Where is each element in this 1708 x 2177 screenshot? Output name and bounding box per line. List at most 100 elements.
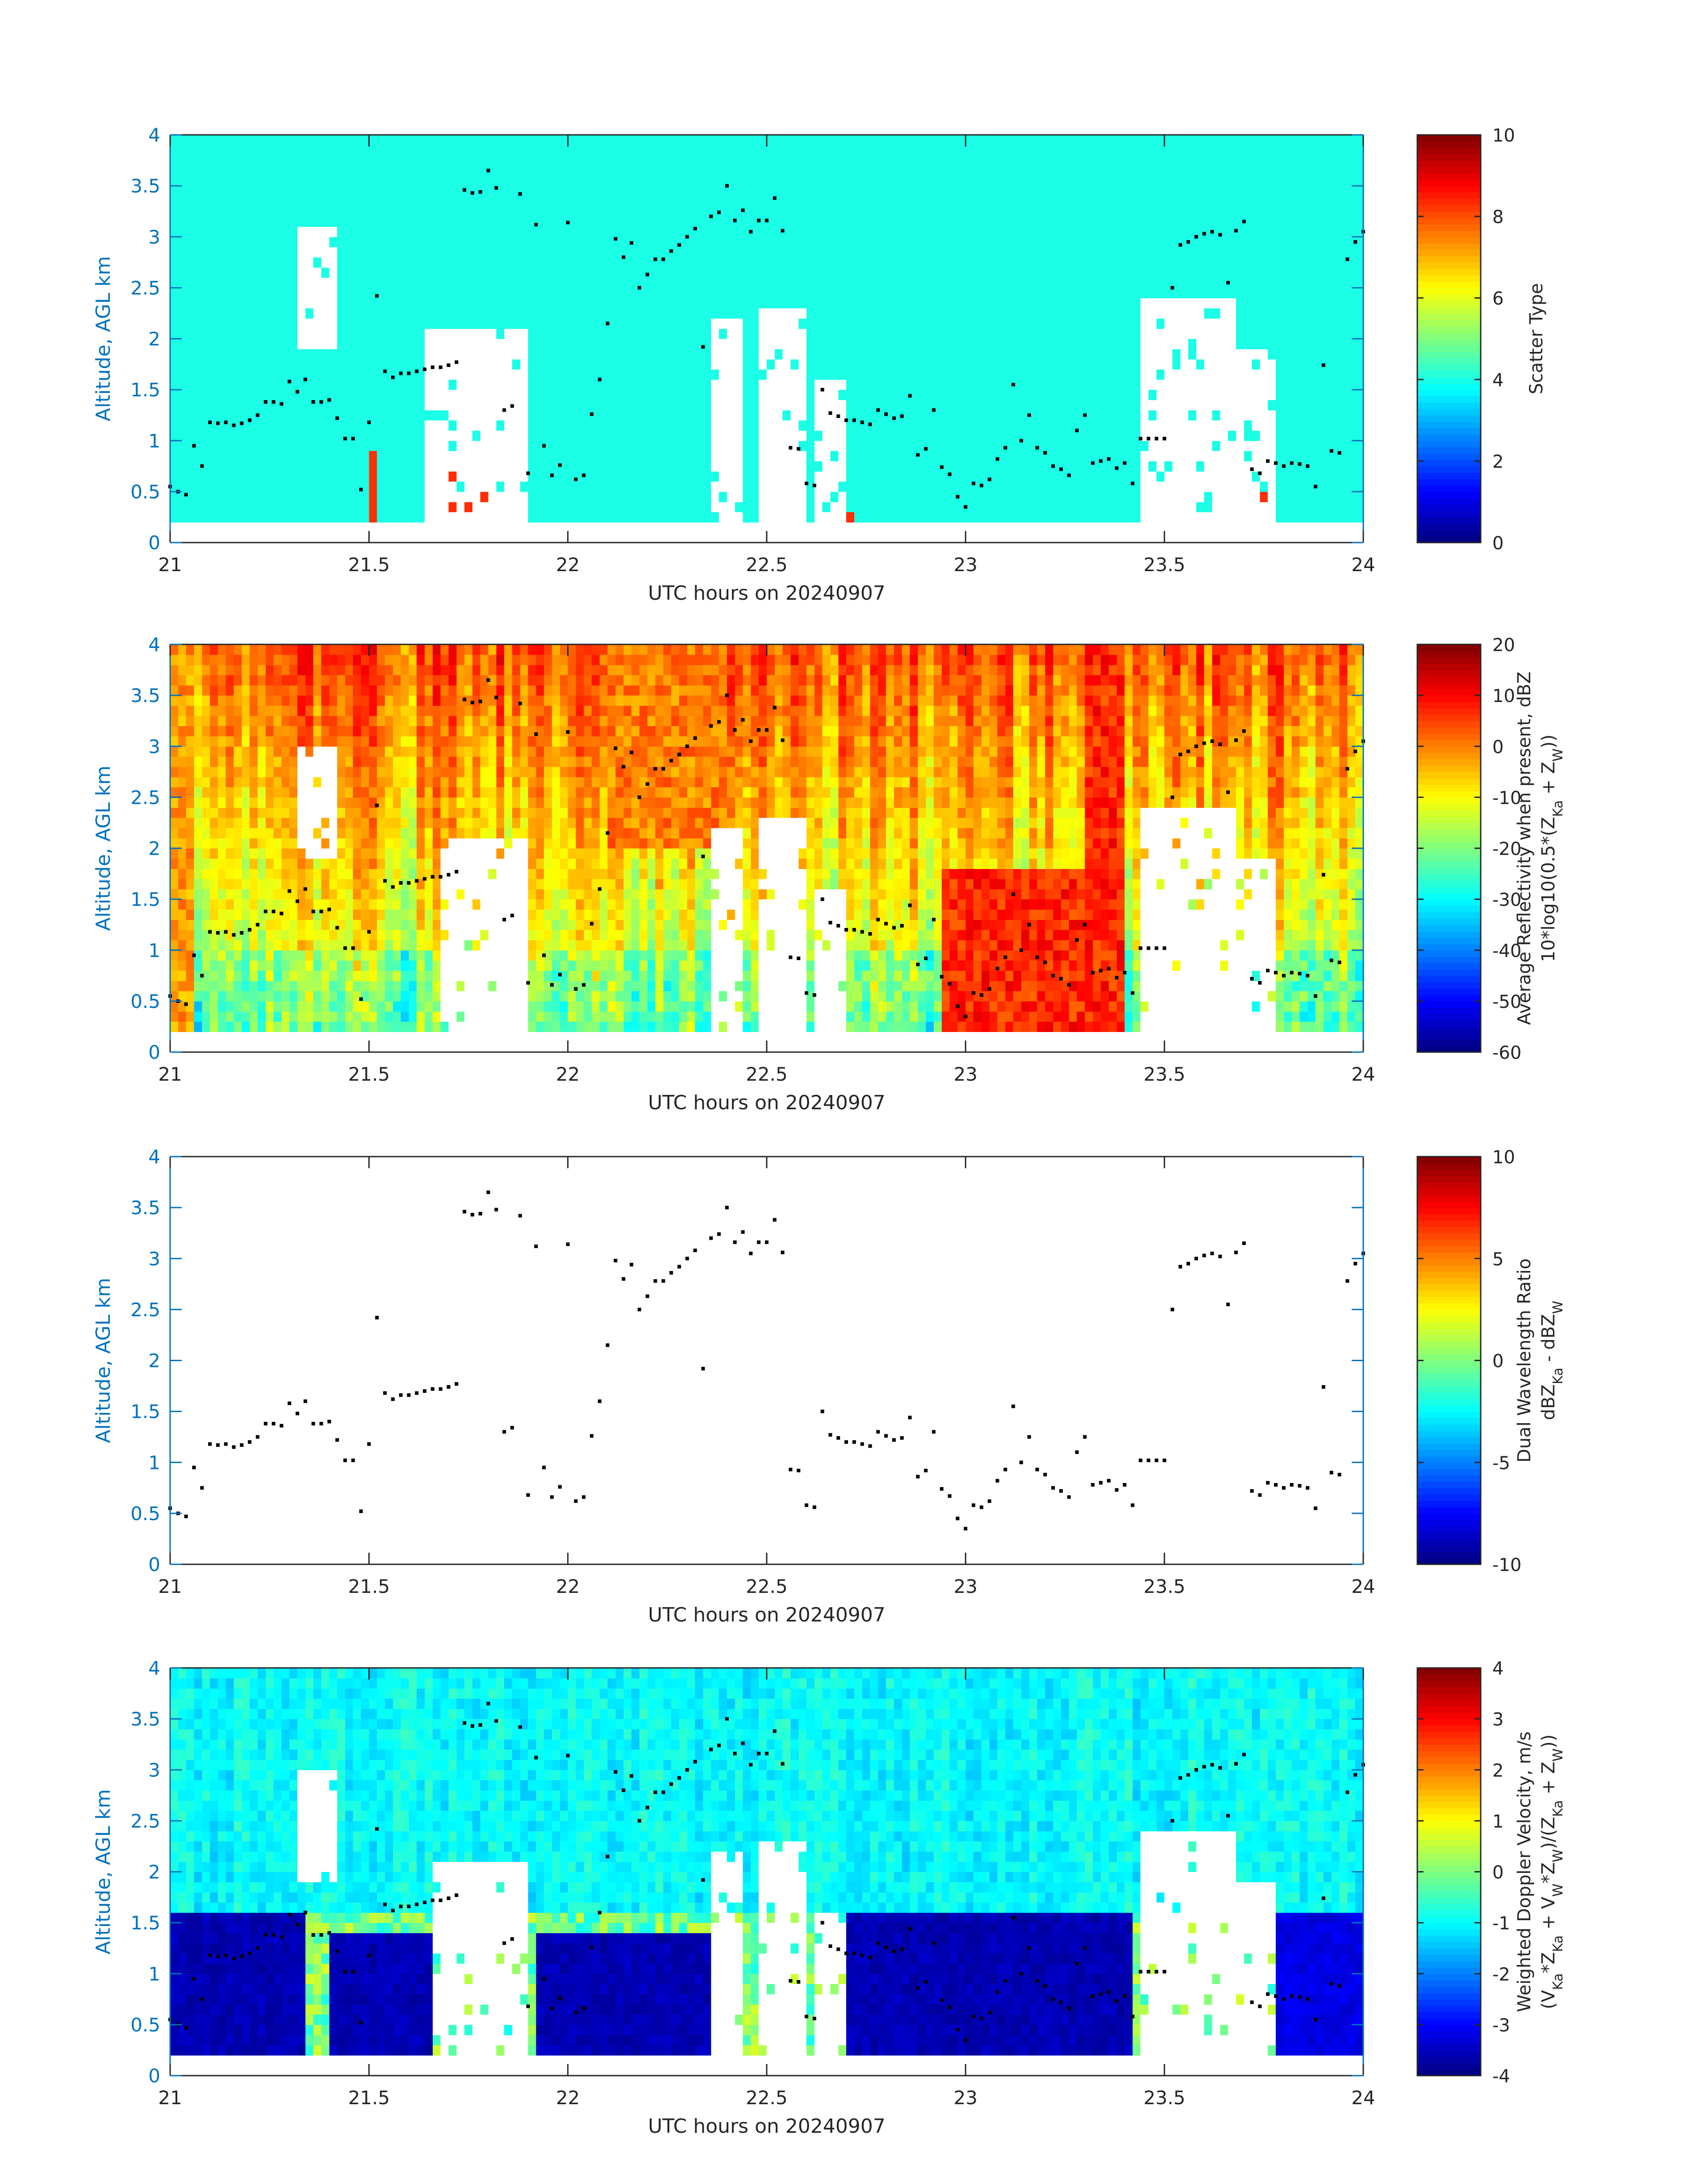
- heatmap-cell: [178, 389, 187, 401]
- heatmap-cell: [695, 277, 704, 288]
- heatmap-cell: [1140, 186, 1149, 196]
- heatmap-cell: [448, 237, 457, 247]
- heatmap-cell: [1013, 420, 1022, 431]
- heatmap-cell: [830, 257, 839, 268]
- heatmap-cell: [957, 461, 966, 472]
- heatmap-cell: [289, 318, 298, 329]
- heatmap-cell: [941, 471, 950, 482]
- heatmap-cell: [305, 237, 314, 247]
- heatmap-cell: [989, 226, 998, 237]
- heatmap-cell: [814, 481, 823, 492]
- heatmap-cell: [417, 308, 425, 319]
- heatmap-cell: [973, 267, 982, 278]
- heatmap-cell: [743, 175, 751, 186]
- heatmap-cell: [655, 379, 664, 390]
- heatmap-cell: [178, 206, 187, 217]
- heatmap-cell: [504, 338, 513, 349]
- heatmap-cell: [512, 226, 521, 237]
- heatmap-cell: [711, 247, 719, 258]
- heatmap-cell: [417, 267, 425, 278]
- heatmap-cell: [448, 288, 457, 298]
- heatmap-cell: [1164, 349, 1173, 359]
- heatmap-cell: [273, 481, 282, 492]
- heatmap-cell: [353, 165, 362, 176]
- heatmap-cell: [1164, 369, 1173, 380]
- heatmap-cell: [1196, 216, 1205, 227]
- heatmap-cell: [194, 501, 202, 513]
- heatmap-cell: [1013, 430, 1022, 441]
- heatmap-cell: [448, 196, 457, 207]
- heatmap-cell: [393, 135, 401, 146]
- heatmap-cell: [1061, 237, 1069, 247]
- heatmap-cell: [448, 145, 457, 156]
- heatmap-cell: [846, 267, 855, 278]
- heatmap-cell: [814, 206, 823, 217]
- heatmap-cell: [615, 308, 624, 319]
- heatmap-cell: [401, 308, 409, 319]
- heatmap-cell: [949, 288, 958, 298]
- heatmap-cell: [353, 461, 362, 472]
- heatmap-cell: [981, 359, 990, 370]
- heatmap-cell: [417, 165, 425, 176]
- heatmap-cell: [735, 461, 743, 472]
- heatmap-cell: [1116, 308, 1125, 319]
- heatmap-cell: [910, 288, 919, 298]
- heatmap-cell: [1053, 237, 1061, 247]
- heatmap-cell: [854, 247, 863, 258]
- heatmap-cell: [552, 175, 560, 186]
- heatmap-cell: [544, 135, 552, 146]
- heatmap-cell: [210, 226, 218, 237]
- heatmap-cell: [448, 379, 457, 390]
- heatmap-cell: [178, 328, 187, 339]
- heatmap-cell: [751, 165, 759, 176]
- heatmap-cell: [759, 420, 767, 431]
- heatmap-cell: [1148, 298, 1157, 309]
- heatmap-cell: [965, 501, 974, 513]
- heatmap-cell: [981, 237, 990, 247]
- heatmap-cell: [806, 298, 815, 309]
- heatmap-cell: [1172, 451, 1181, 461]
- heatmap-cell: [695, 491, 704, 502]
- heatmap-cell: [265, 308, 274, 319]
- heatmap-cell: [409, 389, 417, 401]
- heatmap-cell: [814, 491, 823, 502]
- heatmap-cell: [217, 440, 226, 451]
- heatmap-cell: [607, 328, 616, 339]
- heatmap-cell: [830, 216, 839, 227]
- heatmap-cell: [377, 410, 385, 421]
- heatmap-cell: [671, 369, 680, 380]
- heatmap-cell: [989, 359, 998, 370]
- heatmap-cell: [941, 338, 950, 349]
- heatmap-cell: [496, 379, 505, 390]
- heatmap-cell: [902, 481, 910, 492]
- heatmap-cell: [456, 237, 465, 247]
- heatmap-cell: [409, 247, 417, 258]
- heatmap-cell: [719, 389, 727, 401]
- heatmap-cell: [313, 501, 322, 513]
- heatmap-cell: [703, 298, 711, 309]
- heatmap-cell: [337, 257, 346, 268]
- heatmap-cell: [918, 440, 926, 451]
- heatmap-cell: [1188, 328, 1197, 339]
- heatmap-cell: [425, 451, 433, 461]
- heatmap-cell: [607, 216, 616, 227]
- heatmap-cell: [361, 196, 369, 207]
- heatmap-cell: [1021, 420, 1030, 431]
- heatmap-cell: [886, 400, 894, 410]
- heatmap-cell: [584, 420, 592, 431]
- heatmap-cell: [186, 512, 195, 522]
- heatmap-cell: [615, 389, 624, 401]
- heatmap-cell: [1005, 145, 1014, 156]
- heatmap-cell: [798, 461, 807, 472]
- heatmap-cell: [1156, 318, 1165, 329]
- heatmap-cell: [448, 461, 457, 472]
- heatmap-cell: [1013, 226, 1022, 237]
- heatmap-cell: [655, 206, 664, 217]
- heatmap-cell: [369, 359, 377, 370]
- panels: 21 21.5 22 22.5 23 23.5 2400.511.522.533.54UTC…: [92, 124, 1566, 2138]
- heatmap-cell: [488, 196, 497, 207]
- heatmap-cell: [870, 481, 878, 492]
- heatmap-cell: [313, 135, 322, 146]
- heatmap-cell: [1132, 226, 1141, 237]
- heatmap-cell: [1124, 491, 1133, 502]
